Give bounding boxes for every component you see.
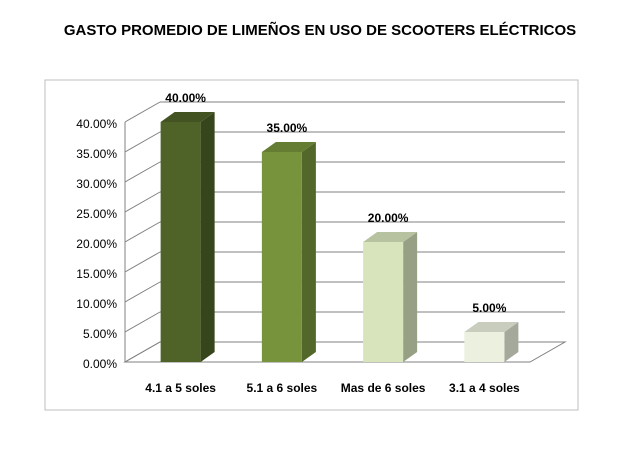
y-tick-label: 10.00% (76, 297, 117, 311)
value-label: 20.00% (368, 211, 409, 225)
grid-line-side (124, 281, 161, 303)
y-tick-label: 15.00% (76, 267, 117, 281)
grid-line-side (124, 191, 161, 213)
bar (363, 242, 404, 362)
grid-line-side (124, 161, 161, 183)
x-tick-label: 3.1 a 4 soles (449, 381, 520, 395)
bar-side (403, 232, 418, 362)
bar (160, 122, 201, 362)
bar-top (160, 112, 215, 122)
bar-top (363, 232, 418, 242)
y-tick-label: 30.00% (76, 177, 117, 191)
y-tick-label: 20.00% (76, 237, 117, 251)
bar-side (301, 142, 316, 362)
x-tick-label: 4.1 a 5 soles (145, 381, 216, 395)
bar-side (504, 322, 519, 362)
bar (464, 332, 505, 362)
y-tick-label: 25.00% (76, 207, 117, 221)
y-tick-label: 0.00% (83, 357, 117, 371)
grid-line-side (124, 221, 161, 243)
bar (261, 152, 302, 362)
grid-line-side (124, 101, 161, 123)
value-label: 5.00% (472, 301, 506, 315)
x-tick-label: Mas de 6 soles (341, 381, 426, 395)
chart-title: GASTO PROMEDIO DE LIMEÑOS EN USO DE SCOO… (64, 21, 576, 39)
value-label: 35.00% (267, 121, 308, 135)
bar-side (200, 112, 215, 362)
value-label: 40.00% (165, 91, 206, 105)
bar-top (261, 142, 316, 152)
bar-top (464, 322, 519, 332)
y-tick-label: 35.00% (76, 147, 117, 161)
chart-border (44, 79, 579, 411)
y-tick-label: 5.00% (83, 327, 117, 341)
grid-line-side (124, 131, 161, 153)
grid-line-side (124, 311, 161, 333)
y-tick-label: 40.00% (76, 117, 117, 131)
x-tick-label: 5.1 a 6 soles (247, 381, 318, 395)
grid-line-side (124, 341, 161, 363)
grid-line-side (124, 251, 161, 273)
